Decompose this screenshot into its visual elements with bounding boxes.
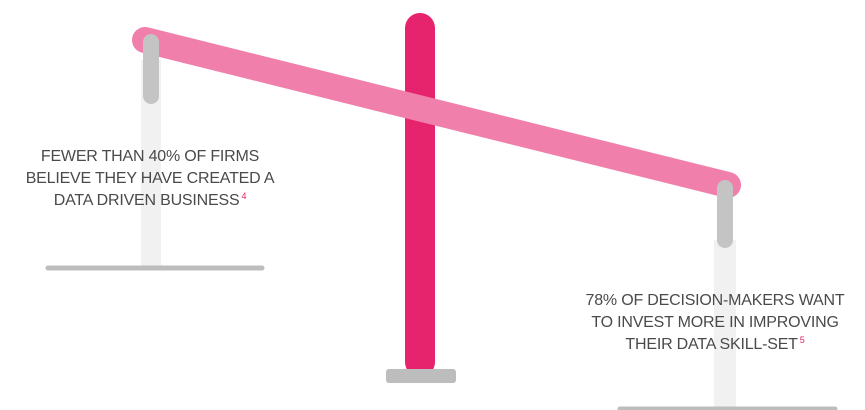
right-statement-line: TO INVEST MORE IN IMPROVING <box>591 314 839 331</box>
right-statement-line: THEIR DATA SKILL-SET 5 <box>565 334 865 356</box>
left-pan-column <box>141 60 161 268</box>
left-statement: FEWER THAN 40% OF FIRMS BELIEVE THEY HAV… <box>0 146 300 212</box>
right-pan-column <box>714 240 736 410</box>
footnote-marker: 5 <box>799 334 805 345</box>
left-statement-line: FEWER THAN 40% OF FIRMS <box>40 148 260 165</box>
left-statement-line: DATA DRIVEN BUSINESS 4 <box>0 190 300 212</box>
scale-beam <box>132 27 741 198</box>
right-statement-line: 78% OF DECISION-MAKERS WANT <box>585 292 845 309</box>
right-statement: 78% OF DECISION-MAKERS WANT TO INVEST MO… <box>565 290 865 356</box>
scale-post-base <box>386 369 456 383</box>
left-statement-text: DATA DRIVEN BUSINESS <box>53 192 240 209</box>
footnote-marker: 4 <box>241 190 247 201</box>
right-statement-text: THEIR DATA SKILL-SET <box>625 336 798 353</box>
left-statement-line: BELIEVE THEY HAVE CREATED A <box>25 170 275 187</box>
